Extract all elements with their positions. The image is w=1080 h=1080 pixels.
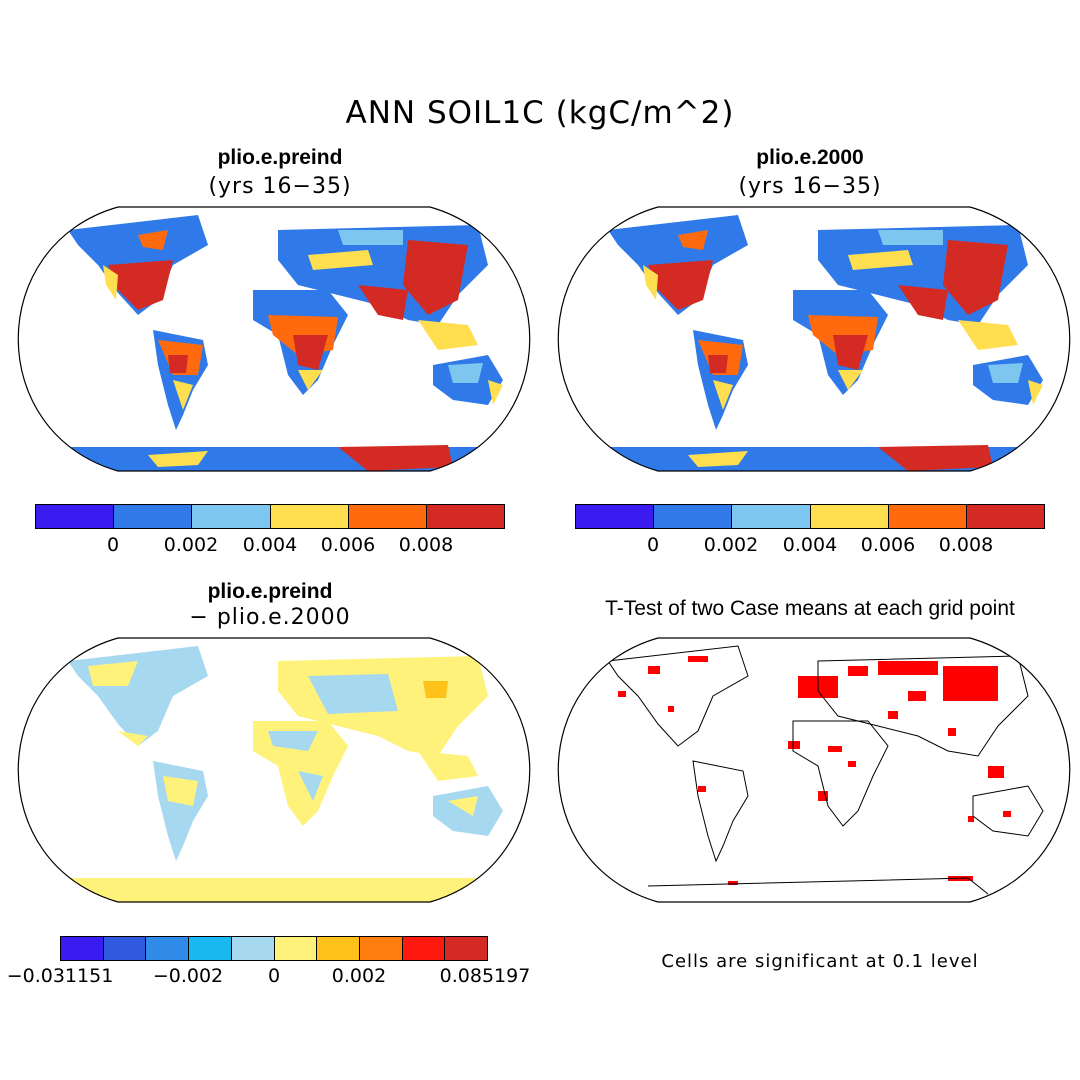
colorbar-swatch bbox=[103, 937, 147, 960]
colorbar-2000 bbox=[575, 504, 1045, 529]
colorbar-difference bbox=[60, 936, 488, 961]
colorbar-tick: −0.031151 bbox=[6, 965, 114, 987]
colorbar-tick: 0.002 bbox=[163, 534, 219, 556]
panel-title-2000: plio.e.2000 bbox=[756, 146, 864, 169]
colorbar-tick: −0.002 bbox=[152, 965, 224, 987]
colorbar-tick: 0.008 bbox=[398, 534, 454, 556]
colorbar-tick: 0.002 bbox=[331, 965, 387, 987]
map-ttest bbox=[557, 637, 1071, 903]
map-preind bbox=[17, 206, 531, 472]
land-fill-2000 bbox=[558, 215, 1070, 471]
colorbar-swatch bbox=[888, 505, 967, 528]
colorbar-swatch bbox=[189, 937, 232, 960]
panel-subtitle-2000: (yrs 16−35) bbox=[738, 174, 882, 199]
colorbar-swatch bbox=[445, 937, 488, 960]
panel-title-ttest: T-Test of two Case means at each grid po… bbox=[605, 597, 1015, 620]
map-frame-preind bbox=[17, 206, 531, 472]
land-fill-preind bbox=[18, 215, 530, 471]
colorbar-swatch bbox=[61, 937, 104, 960]
main-title: ANN SOIL1C (kgC/m^2) bbox=[345, 95, 735, 131]
significance-note: Cells are significant at 0.1 level bbox=[661, 951, 979, 972]
colorbar-swatch bbox=[402, 937, 446, 960]
colorbar-tick: 0.006 bbox=[860, 534, 916, 556]
map-frame-difference bbox=[17, 637, 531, 903]
colorbar-swatch bbox=[359, 937, 403, 960]
significant-cells bbox=[618, 656, 1011, 885]
colorbar-tick: 0.006 bbox=[320, 534, 376, 556]
colorbar-swatch bbox=[810, 505, 889, 528]
colorbar-swatch bbox=[576, 505, 655, 528]
map-frame-2000 bbox=[557, 206, 1071, 472]
colorbar-swatch bbox=[654, 505, 733, 528]
colorbar-swatch bbox=[348, 505, 427, 528]
panel-subtitle-difference: − plio.e.2000 bbox=[189, 605, 351, 630]
panel-title-difference: plio.e.preind bbox=[207, 580, 333, 603]
colorbar-swatch bbox=[192, 505, 271, 528]
colorbar-swatch bbox=[114, 505, 193, 528]
colorbar-tick: 0.085197 bbox=[439, 965, 531, 987]
colorbar-tick: 0.008 bbox=[938, 534, 994, 556]
colorbar-preind bbox=[35, 504, 505, 529]
map-frame-ttest bbox=[557, 637, 1071, 903]
colorbar-tick: 0.002 bbox=[703, 534, 759, 556]
colorbar-swatch bbox=[966, 505, 1045, 528]
panel-subtitle-preind: (yrs 16−35) bbox=[208, 174, 352, 199]
colorbar-swatch bbox=[146, 937, 190, 960]
colorbar-tick: 0 bbox=[646, 534, 660, 556]
colorbar-tick: 0.004 bbox=[242, 534, 298, 556]
colorbar-tick: 0 bbox=[106, 534, 120, 556]
colorbar-swatch bbox=[317, 937, 360, 960]
colorbar-swatch bbox=[274, 937, 318, 960]
coastlines-ttest bbox=[607, 645, 1044, 895]
panel-title-preind: plio.e.preind bbox=[217, 146, 343, 169]
colorbar-tick: 0.004 bbox=[782, 534, 838, 556]
map-difference bbox=[17, 637, 531, 903]
colorbar-swatch bbox=[36, 505, 115, 528]
colorbar-swatch bbox=[270, 505, 349, 528]
colorbar-swatch bbox=[732, 505, 811, 528]
colorbar-swatch bbox=[426, 505, 505, 528]
colorbar-tick: 0 bbox=[267, 965, 281, 987]
land-fill-difference bbox=[18, 646, 530, 902]
colorbar-swatch bbox=[231, 937, 275, 960]
map-2000 bbox=[557, 206, 1071, 472]
